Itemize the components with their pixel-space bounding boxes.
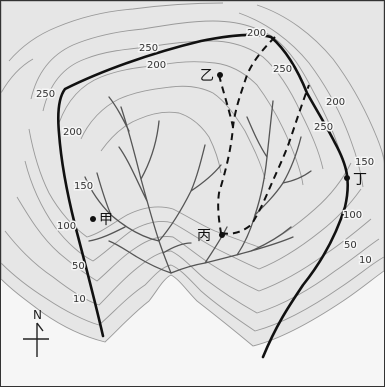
point-bing: 丙 [197, 228, 225, 244]
point-ding-label: 丁 [353, 172, 367, 188]
land-area [1, 1, 384, 347]
point-bing-marker [219, 232, 225, 238]
contour-line [1, 256, 384, 332]
point-ding: 丁 [344, 172, 367, 188]
contour-label: 250 [273, 64, 292, 75]
river [170, 226, 292, 274]
contour-label: 250 [139, 43, 158, 54]
point-ding-marker [344, 175, 350, 181]
contour-label: 200 [326, 97, 345, 108]
river [96, 172, 112, 216]
contour-line [58, 61, 304, 186]
river [190, 164, 222, 192]
contour-line [4, 230, 380, 314]
contour-line [238, 12, 364, 188]
river [204, 226, 228, 264]
point-yi: 乙 [200, 68, 223, 84]
river [162, 242, 192, 254]
contour-line [1, 58, 34, 94]
river [88, 226, 126, 242]
river [118, 146, 148, 202]
contour-label: 100 [343, 210, 362, 221]
contour-label: 50 [72, 261, 85, 272]
contour-label: 200 [63, 127, 82, 138]
contour-line [42, 40, 324, 170]
topographic-map: 甲 乙 丙 丁 200 250 200 250 200 250 200 250 … [1, 1, 384, 359]
contour-label: 250 [314, 122, 333, 133]
contour-line [80, 85, 266, 180]
contour-line [28, 128, 352, 248]
contour-lines [1, 2, 384, 332]
route-path [217, 74, 235, 234]
river [108, 240, 172, 274]
contour-line [30, 20, 342, 156]
river [140, 120, 160, 180]
point-yi-label: 乙 [200, 68, 214, 84]
contour-label: 200 [247, 28, 266, 39]
contour-line [8, 2, 224, 62]
point-bing-label: 丙 [197, 228, 211, 244]
contour-label: 10 [73, 294, 86, 305]
contour-label: 100 [57, 221, 76, 232]
river [250, 236, 294, 252]
north-arrow-head [36, 322, 44, 332]
river [246, 116, 268, 158]
route-path [220, 84, 310, 235]
contour-labels: 200 250 200 250 200 250 200 250 150 100 … [35, 27, 376, 307]
contour-label: 200 [147, 60, 166, 71]
north-label: N [33, 308, 42, 322]
point-jia: 甲 [90, 212, 113, 228]
point-yi-marker [217, 72, 223, 78]
contour-label: 150 [355, 157, 374, 168]
north-arrow: N [23, 308, 49, 357]
river [236, 100, 274, 256]
contour-label: 250 [36, 89, 55, 100]
river [108, 96, 130, 132]
point-jia-marker [90, 216, 96, 222]
route-path [232, 36, 276, 128]
watershed-boundary [56, 33, 350, 359]
point-jia-label: 甲 [99, 212, 113, 228]
contour-line [16, 196, 372, 292]
river-network [84, 96, 312, 274]
contour-label: 50 [344, 240, 357, 251]
contour-label: 10 [359, 255, 372, 266]
contour-label: 150 [74, 181, 93, 192]
contour-line [256, 4, 384, 164]
river [120, 106, 172, 274]
river [282, 170, 312, 184]
